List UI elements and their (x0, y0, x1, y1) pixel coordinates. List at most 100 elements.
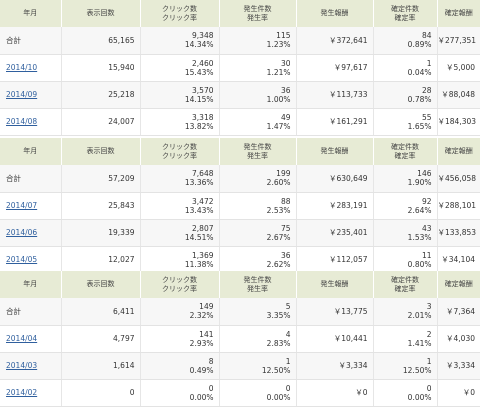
report-table-1: 年月 表示回数 クリック数 クリック率 発生件数 発生率 発生報酬 確定件数 確定率 確定報酬 合計… (0, 0, 480, 136)
cell-value: 0.00% (266, 392, 291, 402)
column-header-label: 確定報酬 (444, 147, 473, 155)
cell-value: 4 (285, 329, 291, 339)
cell-value: 1 (426, 356, 432, 366)
cell-value: 15.43% (184, 67, 214, 77)
value-cell: 57,209 (61, 165, 141, 193)
table-row: 2014/10 15,940 2,460 15.43% 30 1.21% ￥97,617 1 0… (0, 54, 480, 82)
cell-value: 0.89% (407, 40, 432, 50)
cell-value: 0.78% (407, 94, 432, 104)
cell-value: 0 (208, 383, 214, 393)
cell-value: 92 (421, 196, 432, 206)
cell-value: 4,797 (113, 334, 135, 343)
cell-value: 88 (280, 196, 291, 206)
cell-value: 12,027 (108, 255, 135, 264)
total-label: 合計 (6, 173, 21, 183)
value-cell: 3,570 14.15% (140, 81, 220, 109)
cell-value: ￥113,733 (328, 90, 368, 99)
value-cell: 0 0.00% (373, 379, 438, 407)
column-header-label: 発生件数 (243, 142, 272, 151)
table-row: 2014/09 25,218 3,570 14.15% 36 1.00% ￥113,733 2… (0, 81, 480, 109)
column-header-label: 年月 (23, 280, 38, 288)
column-header-label: 確定件数 (391, 4, 419, 13)
column-header: 年月 (0, 0, 62, 27)
table-header-row: 年月 表示回数 クリック数 クリック率 発生件数 発生率 発生報酬 確定件数 確定率 確定報酬 (0, 0, 480, 27)
cell-value: 15,940 (108, 63, 135, 72)
cell-value: 149 (199, 302, 214, 312)
column-header: 確定報酬 (437, 271, 480, 298)
value-cell: 19,339 (61, 219, 141, 247)
value-cell: 7,648 13.36% (140, 165, 220, 193)
value-cell: 2 1.41% (373, 325, 438, 353)
column-header-label: 表示回数 (86, 280, 115, 288)
month-cell: 2014/04 (0, 325, 62, 353)
value-cell: 2,807 14.51% (140, 219, 220, 247)
value-cell: 75 2.67% (219, 219, 297, 247)
cell-value: ￥112,057 (328, 255, 368, 264)
cell-value: ￥288,101 (437, 201, 477, 210)
month-link[interactable]: 2014/05 (6, 255, 38, 264)
total-row: 合計 65,165 9,348 14.34% 115 1.23% ￥372,641 84 0.8… (0, 27, 480, 55)
cell-value: 0.00% (407, 392, 432, 402)
value-cell: 141 2.93% (140, 325, 220, 353)
cell-value: ￥133,853 (437, 228, 477, 237)
month-link[interactable]: 2014/02 (6, 388, 38, 397)
cell-value: 3,318 (192, 112, 214, 122)
value-cell: 5 3.35% (219, 298, 297, 326)
cell-value: ￥3,334 (446, 361, 475, 370)
column-header-label: クリック率 (162, 151, 197, 160)
table-row: 2014/05 12,027 1,369 11.38% 36 2.62% ￥112,057 1… (0, 246, 480, 274)
column-header: 発生件数 発生率 (219, 0, 297, 27)
cell-value: 14.51% (184, 232, 214, 242)
cell-value: 13.43% (184, 205, 214, 215)
table-row: 2014/08 24,007 3,318 13.82% 49 1.47% ￥161,291 5… (0, 108, 480, 136)
cell-value: ￥184,303 (437, 117, 477, 126)
value-cell: 3 2.01% (373, 298, 438, 326)
report-table-2: 年月 表示回数 クリック数 クリック率 発生件数 発生率 発生報酬 確定件数 確定率 確定報酬 合計… (0, 138, 480, 274)
cell-value: ￥10,441 (333, 334, 368, 343)
cell-value: 115 (276, 31, 291, 41)
month-link[interactable]: 2014/09 (6, 90, 38, 99)
column-header: 発生報酬 (296, 271, 374, 298)
cell-value: 11.38% (184, 259, 214, 269)
value-cell: 149 2.32% (140, 298, 220, 326)
value-cell: ￥235,401 (296, 219, 374, 247)
cell-value: 2 (426, 329, 432, 339)
month-link[interactable]: 2014/10 (6, 63, 38, 72)
value-cell: 1 12.50% (373, 352, 438, 380)
column-header: 確定報酬 (437, 138, 480, 165)
cell-value: 0 (129, 388, 135, 397)
cell-value: ￥630,649 (328, 173, 368, 183)
value-cell: 1,369 11.38% (140, 246, 220, 274)
cell-value: ￥4,030 (446, 334, 475, 343)
column-header-label: 発生報酬 (320, 9, 349, 17)
month-cell: 2014/10 (0, 54, 62, 82)
month-link[interactable]: 2014/07 (6, 201, 38, 210)
cell-value: 1 (285, 356, 291, 366)
total-label: 合計 (6, 306, 21, 316)
cell-value: ￥13,775 (333, 306, 368, 316)
month-link[interactable]: 2014/04 (6, 334, 38, 343)
month-cell: 2014/02 (0, 379, 62, 407)
column-header-label: 確定報酬 (444, 9, 473, 17)
value-cell: 3,318 13.82% (140, 108, 220, 136)
month-cell: 合計 (0, 165, 62, 193)
cell-value: ￥283,191 (328, 201, 368, 210)
column-header-label: 発生率 (247, 13, 268, 22)
value-cell: 24,007 (61, 108, 141, 136)
table-row: 2014/07 25,843 3,472 13.43% 88 2.53% ￥283,191 9… (0, 192, 480, 220)
value-cell: ￥7,364 (437, 298, 480, 326)
month-link[interactable]: 2014/06 (6, 228, 38, 237)
month-link[interactable]: 2014/08 (6, 117, 38, 126)
cell-value: 57,209 (108, 173, 135, 183)
cell-value: 7,648 (192, 169, 214, 179)
column-header: 年月 (0, 271, 62, 298)
value-cell: 4,797 (61, 325, 141, 353)
cell-value: 84 (421, 31, 432, 41)
cell-value: 146 (417, 169, 432, 179)
column-header: クリック数 クリック率 (140, 138, 220, 165)
value-cell: 25,218 (61, 81, 141, 109)
value-cell: 0 0.00% (140, 379, 220, 407)
month-link[interactable]: 2014/03 (6, 361, 38, 370)
value-cell: ￥630,649 (296, 165, 374, 193)
cell-value: 1.23% (266, 40, 291, 50)
